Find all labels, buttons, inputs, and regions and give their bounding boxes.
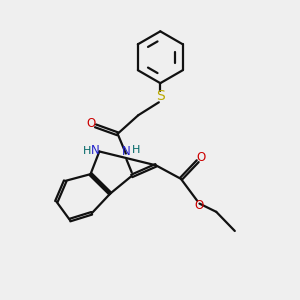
Text: S: S [156,89,165,103]
Text: O: O [194,200,203,212]
Text: N: N [122,145,131,158]
Text: O: O [86,117,95,130]
Text: H: H [83,146,91,156]
Text: H: H [131,145,140,155]
Text: O: O [196,151,206,164]
Text: N: N [91,144,100,157]
